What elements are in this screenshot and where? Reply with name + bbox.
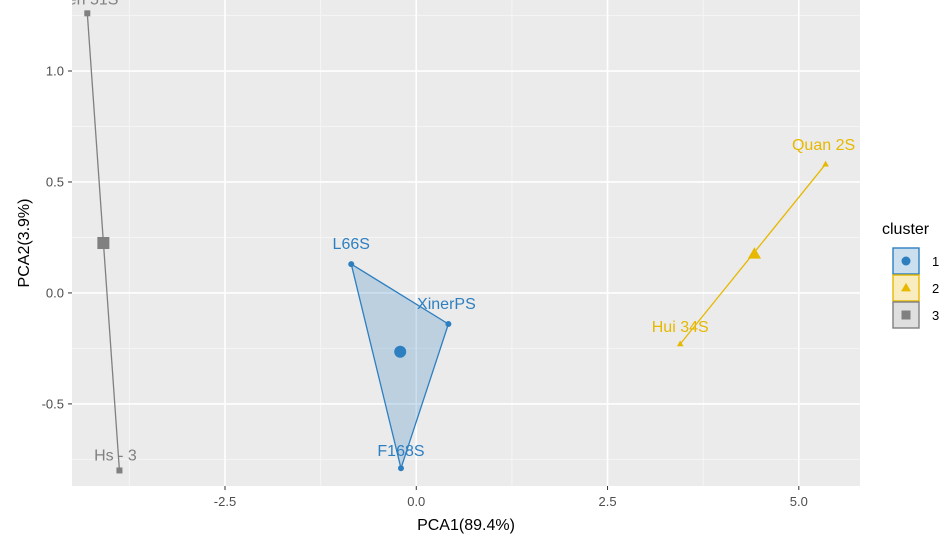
cluster-1-point (445, 321, 452, 327)
x-tick-label: 0.0 (407, 494, 425, 509)
point-label: Hs - 3 (94, 447, 137, 464)
x-tick-label: 2.5 (598, 494, 616, 509)
point-label: F168S (377, 443, 424, 460)
cluster-2-center (747, 247, 762, 259)
cluster-3-point (84, 10, 91, 17)
cluster-2-point (822, 160, 829, 167)
cluster-3-point (116, 467, 123, 474)
legend-label-3: 3 (932, 308, 939, 323)
cluster-1-point (348, 261, 355, 268)
legend-marker-1 (901, 256, 911, 266)
point-label: L66S (333, 236, 370, 253)
y-tick-label: 0.5 (46, 174, 64, 189)
legend-title: cluster (882, 221, 930, 238)
y-tick-label: 0.0 (46, 285, 64, 300)
legend-marker-2 (901, 282, 911, 292)
y-axis-title: PCA2(3.9%) (16, 199, 33, 288)
y-tick-label: -0.5 (42, 396, 64, 411)
point-label: Quan 2S (792, 137, 855, 154)
legend-label-2: 2 (932, 281, 939, 296)
legend: cluster 1 2 3 (882, 221, 939, 329)
x-axis-title: PCA1(89.4%) (417, 517, 515, 534)
legend-marker-3 (901, 310, 911, 320)
cluster-1-center (394, 345, 407, 358)
point-label: XinerPS (417, 296, 476, 313)
x-tick-label: -2.5 (214, 494, 236, 509)
y-tick-label: 1.0 (46, 64, 64, 79)
point-label: Shen 51S (48, 0, 118, 8)
plot-panel (72, 0, 860, 486)
point-label: Hui 34S (652, 319, 709, 336)
cluster-1-hull (350, 262, 450, 471)
cluster-1-point (397, 465, 404, 472)
x-tick-label: 5.0 (790, 494, 808, 509)
legend-label-1: 1 (932, 254, 939, 269)
cluster-3-center (97, 237, 110, 249)
cluster-2-point (676, 340, 684, 347)
